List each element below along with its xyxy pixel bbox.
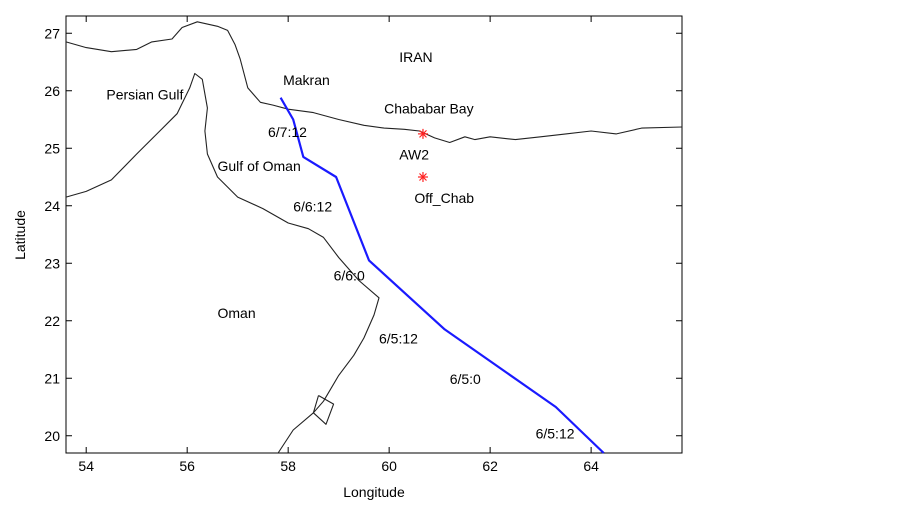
track-time-label: 6/5:0 <box>450 371 481 387</box>
y-tick-label: 24 <box>44 198 60 214</box>
x-tick-label: 60 <box>381 458 397 474</box>
place-label: Oman <box>218 305 256 321</box>
x-tick-label: 62 <box>482 458 498 474</box>
track-time-label: 6/6:0 <box>334 268 365 284</box>
track-time-label: 6/6:12 <box>293 199 332 215</box>
storm-track-line <box>279 97 605 454</box>
x-axis-ticks: 54 56 58 60 62 64 <box>78 16 599 474</box>
masirah-island <box>312 395 335 425</box>
y-tick-label: 20 <box>44 428 60 444</box>
y-tick-label: 23 <box>44 255 60 271</box>
x-axis-title: Longitude <box>343 484 405 500</box>
x-tick-label: 58 <box>280 458 296 474</box>
y-tick-label: 27 <box>44 25 60 41</box>
iran-coast <box>65 21 683 144</box>
station-marker-2 <box>417 172 428 182</box>
y-axis-ticks: 20 21 22 23 24 25 26 27 <box>44 25 682 444</box>
track-time-label: 6/7:12 <box>268 124 307 140</box>
y-tick-label: 22 <box>44 313 60 329</box>
place-label: Persian Gulf <box>106 86 183 102</box>
place-label: AW2 <box>399 147 429 163</box>
station-marker-1 <box>417 128 428 139</box>
x-tick-label: 56 <box>179 458 195 474</box>
label-layer: IRAN Makran Persian Gulf Chababar Bay AW2 Gul… <box>106 49 574 442</box>
place-label: Gulf of Oman <box>218 158 301 174</box>
y-tick-label: 26 <box>44 83 60 99</box>
plot-frame <box>65 15 683 454</box>
place-label: Makran <box>283 72 330 88</box>
place-label: IRAN <box>399 49 432 65</box>
track-time-label: 6/5:12 <box>536 426 575 442</box>
track-time-label: 6/5:12 <box>379 331 418 347</box>
y-axis-title: Latitude <box>12 210 28 260</box>
y-tick-label: 25 <box>44 140 60 156</box>
y-tick-label: 21 <box>44 370 60 386</box>
place-label: Off_Chab <box>414 190 474 206</box>
coastline-layer <box>65 21 683 454</box>
x-tick-label: 54 <box>78 458 94 474</box>
place-label: Chababar Bay <box>384 101 474 117</box>
storm-track-layer <box>279 97 605 454</box>
x-tick-label: 64 <box>583 458 599 474</box>
station-layer <box>417 128 428 182</box>
uae-oman-coast <box>65 72 380 454</box>
